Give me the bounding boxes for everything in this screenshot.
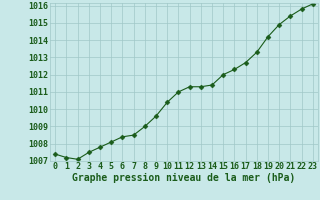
X-axis label: Graphe pression niveau de la mer (hPa): Graphe pression niveau de la mer (hPa) bbox=[72, 173, 296, 183]
